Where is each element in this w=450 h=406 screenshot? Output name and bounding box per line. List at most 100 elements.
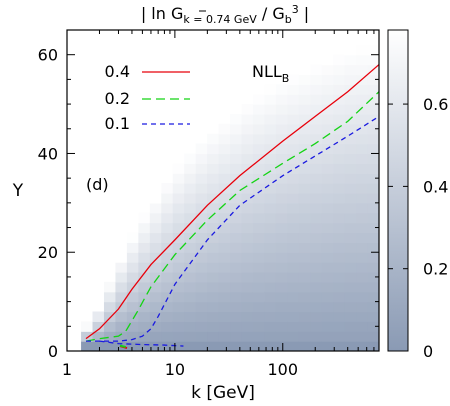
heatmap-cell <box>333 113 346 125</box>
heatmap-cell <box>138 271 151 283</box>
heatmap-cell <box>252 94 266 105</box>
heatmap-cell <box>344 291 357 303</box>
heatmap-cell <box>264 104 277 115</box>
heatmap-cell <box>195 301 208 313</box>
heatmap-cell <box>149 202 162 214</box>
heatmap-cell <box>172 252 185 263</box>
heatmap-cell <box>287 123 300 135</box>
heatmap-cell <box>195 183 208 194</box>
heatmap-cell <box>252 163 266 174</box>
heatmap-cell <box>275 291 288 303</box>
heatmap-cell <box>264 242 277 253</box>
heatmap-cell <box>184 153 197 164</box>
heatmap-cell <box>356 44 369 56</box>
heatmap-cells <box>81 44 379 351</box>
heatmap-cell <box>367 104 379 115</box>
heatmap-cell <box>241 262 254 273</box>
heatmap-cell <box>321 222 334 234</box>
heatmap-cell <box>252 301 266 313</box>
heatmap-cell <box>344 153 357 164</box>
series-line <box>85 91 379 342</box>
heatmap-cell <box>310 84 323 95</box>
heatmap-cell <box>264 84 277 95</box>
heatmap-cell <box>333 311 346 322</box>
heatmap-cell <box>344 321 357 332</box>
heatmap-cell <box>298 143 311 155</box>
heatmap-cell <box>275 301 288 313</box>
heatmap-cell <box>367 321 379 332</box>
heatmap-cell <box>298 84 311 95</box>
heatmap-cell <box>230 262 243 273</box>
heatmap-cell <box>195 341 208 351</box>
heatmap-cell <box>126 271 139 283</box>
legend-entry-label: 0.2 <box>105 89 130 108</box>
heatmap-cell <box>356 331 369 342</box>
heatmap-cell <box>367 113 379 125</box>
heatmap-cell <box>287 242 300 253</box>
heatmap-cell <box>367 133 379 145</box>
heatmap-cell <box>172 212 185 224</box>
heatmap-cell <box>207 291 220 303</box>
heatmap-cell <box>161 232 174 243</box>
heatmap-cell <box>275 202 288 214</box>
heatmap-cell <box>275 331 288 342</box>
colorbar-tick-label: 0.4 <box>423 177 448 196</box>
heatmap-cell <box>103 301 117 313</box>
heatmap-cell <box>252 271 266 283</box>
heatmap-cell <box>172 222 185 234</box>
heatmap-cell <box>344 271 357 283</box>
legend-entry-label: 0.1 <box>105 114 130 133</box>
heatmap-cell <box>115 331 128 342</box>
heatmap-cell <box>218 262 231 273</box>
heatmap-cell <box>333 341 346 351</box>
heatmap-cell <box>161 271 174 283</box>
heatmap-cell <box>333 54 346 66</box>
heatmap-cell <box>230 281 243 293</box>
heatmap-cell <box>184 212 197 224</box>
heatmap-cell <box>195 163 208 174</box>
heatmap-cell <box>367 212 379 224</box>
heatmap-cell <box>115 281 128 293</box>
heatmap-cell <box>356 84 369 95</box>
heatmap-cell <box>333 84 346 95</box>
heatmap-cell <box>298 212 311 224</box>
heatmap-cell <box>367 84 379 95</box>
heatmap-cell <box>298 173 311 184</box>
heatmap-cell <box>344 44 357 56</box>
heatmap-cell <box>241 252 254 263</box>
series-line <box>85 64 379 340</box>
heatmap-cell <box>310 113 323 125</box>
heatmap-cell <box>115 271 128 283</box>
heatmap-cell <box>252 262 266 273</box>
heatmap-cell <box>298 281 311 293</box>
heatmap-cell <box>241 232 254 243</box>
heatmap-cell <box>241 271 254 283</box>
heatmap-cell <box>252 133 266 145</box>
heatmap-cell <box>252 311 266 322</box>
heatmap-cell <box>115 301 128 313</box>
heatmap-cell <box>298 153 311 164</box>
heatmap-cell <box>103 281 117 293</box>
heatmap-cell <box>161 281 174 293</box>
heatmap-cell <box>207 183 220 194</box>
heatmap-cell <box>218 153 231 164</box>
heatmap-cell <box>321 262 334 273</box>
heatmap-cell <box>321 133 334 145</box>
heatmap-cell <box>126 341 139 351</box>
heatmap-cell <box>172 262 185 273</box>
heatmap-cell <box>230 321 243 332</box>
heatmap-cell <box>287 262 300 273</box>
heatmap-cell <box>275 281 288 293</box>
y-axis-label: Y <box>12 181 24 201</box>
heatmap-cell <box>298 262 311 273</box>
heatmap-cell <box>207 143 220 155</box>
legend-entry-label: 0.4 <box>105 62 130 81</box>
legend: NLLB 0.4 0.2 0.1 <box>105 62 290 133</box>
heatmap-cell <box>207 252 220 263</box>
heatmap-cell <box>230 271 243 283</box>
heatmap-cell <box>344 192 357 204</box>
heatmap-cell <box>230 242 243 253</box>
heatmap-cell <box>138 331 151 342</box>
heatmap-cell <box>207 341 220 351</box>
heatmap-cell <box>138 212 151 224</box>
